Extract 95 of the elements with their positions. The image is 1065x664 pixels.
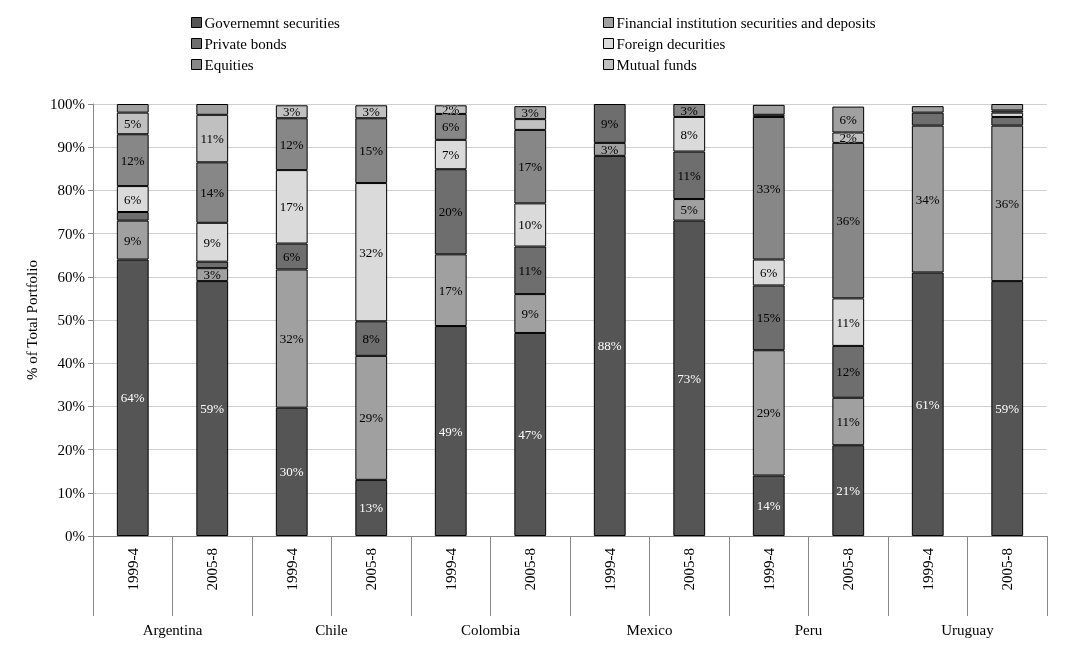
x-tick-label: 1999-4 xyxy=(442,547,459,591)
data-label: 34% xyxy=(915,191,940,207)
data-label: 6% xyxy=(760,264,778,280)
y-tick-label: 90% xyxy=(57,139,85,156)
text: Chile xyxy=(315,621,349,638)
data-label: 9% xyxy=(203,234,222,250)
legend-label: Mutual funds xyxy=(616,56,698,73)
data-label: 9% xyxy=(124,232,142,248)
data-label: 17% xyxy=(518,159,543,175)
data-label: 6% xyxy=(442,119,460,135)
x-tick-label: 1999-4 xyxy=(601,547,618,591)
data-label: 32% xyxy=(279,331,304,347)
data-label: 61% xyxy=(915,396,940,412)
bar xyxy=(991,104,1024,111)
data-label: 14% xyxy=(200,185,225,201)
data-label: 3% xyxy=(601,141,619,157)
data-label: 29% xyxy=(756,405,781,421)
data-label: 5% xyxy=(680,202,699,218)
legend-label: Governemnt securities xyxy=(204,14,341,31)
x-tick-label: 2005-8 xyxy=(681,548,698,591)
bar xyxy=(752,104,785,115)
data-label: 17% xyxy=(279,199,304,215)
data-label: 47% xyxy=(518,426,543,442)
x-tick-label: 1999-4 xyxy=(760,547,777,591)
x-tick-label: 2005-8 xyxy=(999,548,1016,591)
data-label: 3% xyxy=(203,267,222,283)
data-label: 21% xyxy=(836,483,861,499)
y-tick-label: 50% xyxy=(57,312,85,328)
data-label: 12% xyxy=(836,364,861,380)
data-label: 64% xyxy=(120,390,145,406)
data-label: 14% xyxy=(756,498,781,514)
data-label: 49% xyxy=(438,423,463,439)
x-tick-label: 2005-8 xyxy=(204,548,221,591)
y-tick-label: 70% xyxy=(57,225,85,242)
text: Peru xyxy=(794,621,823,638)
data-label: 9% xyxy=(521,306,540,322)
data-label: 15% xyxy=(756,310,781,326)
data-label: 11% xyxy=(836,414,861,430)
data-label: 9% xyxy=(601,115,619,131)
legend-label: Private bonds xyxy=(204,35,287,52)
y-tick-label: 20% xyxy=(57,441,85,458)
data-label: 2% xyxy=(839,130,858,146)
data-label: 33% xyxy=(756,180,781,196)
data-label: 88% xyxy=(597,338,622,354)
legend-label: Financial institution securities and deposits xyxy=(616,14,876,31)
data-label: 10% xyxy=(518,217,543,233)
data-label: 5% xyxy=(124,115,142,131)
legend-label: Equities xyxy=(204,56,254,73)
data-label: 36% xyxy=(995,195,1020,211)
text: Argentina xyxy=(142,621,203,638)
data-label: 32% xyxy=(359,244,384,260)
y-axis-title: % of Total Portfolio xyxy=(23,260,40,380)
data-label: 20% xyxy=(438,204,463,220)
data-label: 73% xyxy=(677,370,702,386)
x-tick-label: 2005-8 xyxy=(363,548,380,591)
x-tick-label: 1999-4 xyxy=(283,547,300,591)
data-label: 30% xyxy=(279,464,304,480)
data-label: 17% xyxy=(438,282,463,298)
data-label: 36% xyxy=(836,213,861,229)
data-label: 6% xyxy=(124,191,142,207)
y-tick-label: 0% xyxy=(65,528,85,544)
y-tick-label: 10% xyxy=(57,484,85,501)
data-label: 6% xyxy=(283,249,301,264)
data-label: 59% xyxy=(200,401,225,417)
data-label: 8% xyxy=(680,126,699,142)
data-label: 15% xyxy=(359,143,384,159)
data-label: 3% xyxy=(283,104,301,120)
data-label: 11% xyxy=(518,262,543,278)
data-label: 8% xyxy=(362,331,381,347)
text: Uruguay xyxy=(941,621,995,638)
data-label: 59% xyxy=(995,401,1020,417)
y-tick-label: 100% xyxy=(50,96,85,112)
y-tick-label: 40% xyxy=(57,355,85,372)
data-label: 12% xyxy=(279,136,304,152)
data-label: 6% xyxy=(839,112,858,128)
data-label: 12% xyxy=(120,152,145,168)
y-tick-label: 60% xyxy=(57,268,85,285)
x-tick-label: 1999-4 xyxy=(124,547,141,591)
x-tick-label: 2005-8 xyxy=(840,548,857,591)
data-label: 7% xyxy=(442,147,460,163)
data-label: 3% xyxy=(521,105,540,121)
data-label: 29% xyxy=(359,410,384,426)
x-tick-label: 1999-4 xyxy=(919,547,936,591)
y-tick-label: 30% xyxy=(57,398,85,415)
x-tick-label: 2005-8 xyxy=(522,548,539,591)
data-label: 11% xyxy=(836,314,861,330)
legend-label: Foreign decurities xyxy=(616,35,726,52)
data-label: 11% xyxy=(677,167,702,183)
data-label: 13% xyxy=(359,500,384,516)
text: Colombia xyxy=(460,621,521,638)
y-tick-label: 80% xyxy=(57,182,85,199)
data-label: 11% xyxy=(200,131,225,147)
text: Mexico xyxy=(626,621,673,638)
data-label: 3% xyxy=(362,104,381,120)
data-label: 3% xyxy=(680,102,699,118)
